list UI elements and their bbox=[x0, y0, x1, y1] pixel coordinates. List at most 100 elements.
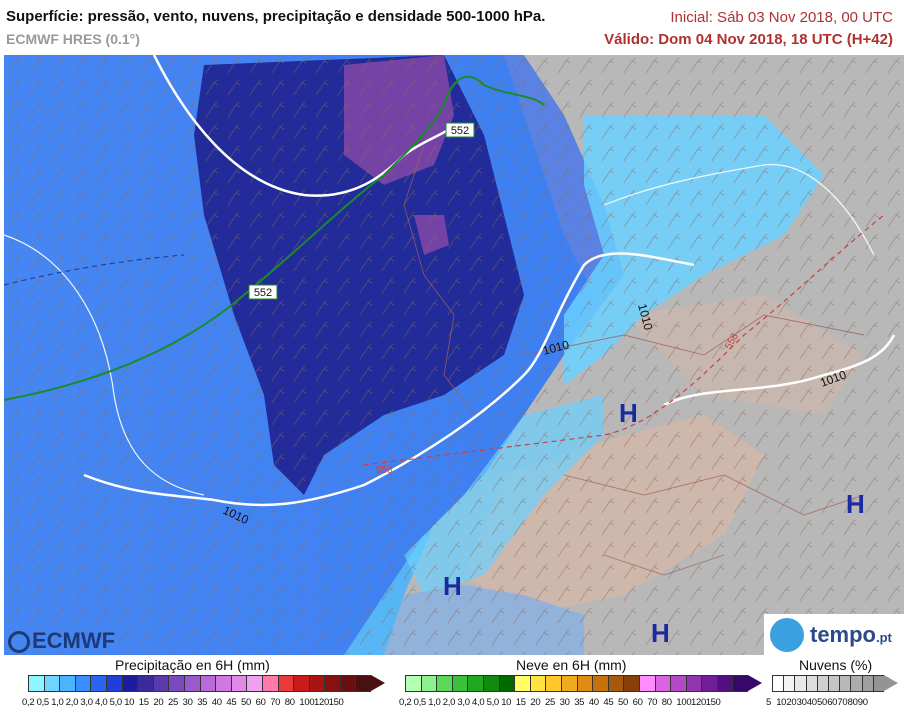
snow-swatch bbox=[685, 675, 702, 692]
precip-swatch bbox=[74, 675, 91, 692]
cloud-tick: 30 bbox=[796, 697, 807, 708]
snow-swatch bbox=[607, 675, 624, 692]
high-pressure-marker: H bbox=[619, 398, 638, 428]
precip-swatch bbox=[355, 675, 372, 692]
precip-tick: 3,0 bbox=[80, 697, 93, 708]
cloud-swatch bbox=[772, 675, 784, 692]
cloud-swatch bbox=[861, 675, 873, 692]
snow-tick: 1,0 bbox=[428, 697, 441, 708]
cloud-arrow bbox=[883, 675, 898, 691]
high-pressure-marker: H bbox=[443, 571, 462, 601]
snow-tick: 70 bbox=[647, 697, 658, 708]
snow-swatch bbox=[467, 675, 483, 692]
precip-tick: 45 bbox=[226, 697, 237, 708]
snow-tick: 60 bbox=[632, 697, 643, 708]
snow-tick: 40 bbox=[588, 697, 599, 708]
cloud-color-scale bbox=[772, 675, 898, 692]
snow-tick: 0,2 bbox=[399, 697, 412, 708]
thickness-label: 552 bbox=[248, 284, 278, 300]
thickness-558-line bbox=[363, 214, 885, 466]
precip-swatch bbox=[215, 675, 231, 692]
snow-tick: 25 bbox=[545, 697, 555, 708]
precip-swatch bbox=[246, 675, 262, 692]
cloud-swatch bbox=[794, 675, 806, 692]
snow-tick: 150 bbox=[705, 697, 721, 708]
precip-tick: 70 bbox=[270, 697, 281, 708]
snow-tick: 5,0 bbox=[486, 697, 500, 708]
cloud-tick: 50 bbox=[817, 697, 827, 708]
ecmwf-logo: ECMWF bbox=[8, 628, 115, 654]
wind-barbs bbox=[4, 55, 904, 655]
svg-text:552: 552 bbox=[254, 287, 272, 299]
snow-swatch bbox=[420, 675, 437, 692]
thickness-552-line bbox=[4, 75, 545, 401]
isobar-label: 1010 bbox=[541, 337, 571, 358]
cloud-swatch bbox=[850, 675, 862, 692]
precip-swatch bbox=[339, 675, 356, 692]
cloud-tick: 70 bbox=[837, 697, 848, 708]
snow-swatch bbox=[638, 675, 655, 692]
initial-time: Inicial: Sáb 03 Nov 2018, 00 UTC bbox=[670, 9, 893, 26]
snow-tick: 0,5 bbox=[413, 697, 427, 708]
precip-swatch bbox=[230, 675, 247, 692]
snow-tick: 100 bbox=[676, 697, 692, 708]
precip-tick: 40 bbox=[211, 697, 222, 708]
precip-tick: 0,5 bbox=[36, 697, 50, 708]
precip-swatch bbox=[137, 675, 153, 692]
cloud-tick: 80 bbox=[847, 697, 858, 708]
precip-tick: 150 bbox=[328, 697, 344, 708]
snow-swatch bbox=[732, 675, 749, 692]
snow-swatch bbox=[514, 675, 530, 692]
cloud-swatch bbox=[783, 675, 795, 692]
cloud-tick: 40 bbox=[806, 697, 817, 708]
isobar-line bbox=[663, 334, 896, 407]
cloud-tick: 10 bbox=[776, 697, 787, 708]
snow-swatch bbox=[405, 675, 421, 692]
country-borders bbox=[403, 144, 865, 576]
snow-swatch bbox=[436, 675, 452, 692]
precip-swatch bbox=[152, 675, 169, 692]
svg-text:552: 552 bbox=[451, 125, 469, 137]
precip-swatch bbox=[199, 675, 216, 692]
precip-tick: 120 bbox=[314, 697, 329, 708]
snow-swatch bbox=[498, 675, 515, 692]
cloud-swatch bbox=[816, 675, 828, 692]
snow-legend-title: Neve en 6H (mm) bbox=[516, 657, 627, 673]
ecmwf-logo-icon bbox=[8, 631, 30, 654]
precip-tick: 15 bbox=[138, 697, 149, 708]
cloud-swatch bbox=[805, 675, 817, 692]
precip-swatch bbox=[121, 675, 138, 692]
snow-swatch bbox=[451, 675, 468, 692]
snow-swatch bbox=[654, 675, 671, 692]
snow-swatch bbox=[592, 675, 608, 692]
precip-tick: 5,0 bbox=[109, 697, 123, 708]
snow-tick: 3,0 bbox=[457, 697, 470, 708]
snow-tick: 45 bbox=[603, 697, 614, 708]
precip-swatch bbox=[308, 675, 325, 692]
precip-tick: 10 bbox=[124, 697, 135, 708]
snow-tick: 30 bbox=[559, 697, 570, 708]
precip-swatch bbox=[324, 675, 340, 692]
precip-swatch bbox=[183, 675, 200, 692]
snow-swatch bbox=[716, 675, 733, 692]
cloud-swatch bbox=[827, 675, 840, 692]
header: Superfície: pressão, vento, nuvens, prec… bbox=[0, 0, 910, 55]
isobar-line bbox=[152, 55, 455, 197]
precip-color-scale bbox=[28, 675, 386, 692]
isobar-line-thin bbox=[4, 234, 205, 496]
snow-swatch bbox=[670, 675, 686, 692]
cloud-tick: 90 bbox=[857, 697, 868, 708]
precip-legend-title: Precipitação en 6H (mm) bbox=[115, 657, 270, 673]
precip-tick: 60 bbox=[255, 697, 266, 708]
snow-tick: 4,0 bbox=[472, 697, 485, 708]
precip-tick: 4,0 bbox=[95, 697, 108, 708]
snow-swatch bbox=[576, 675, 593, 692]
model-name: ECMWF HRES (0.1°) bbox=[6, 31, 140, 47]
isobar-label: 1010 bbox=[635, 302, 656, 332]
precip-tick: 100 bbox=[299, 697, 315, 708]
snow-swatch bbox=[529, 675, 546, 692]
cloud-swatch bbox=[839, 675, 851, 692]
precip-tick: 35 bbox=[197, 697, 208, 708]
precip-swatch bbox=[43, 675, 60, 692]
snow-tick: 20 bbox=[530, 697, 541, 708]
